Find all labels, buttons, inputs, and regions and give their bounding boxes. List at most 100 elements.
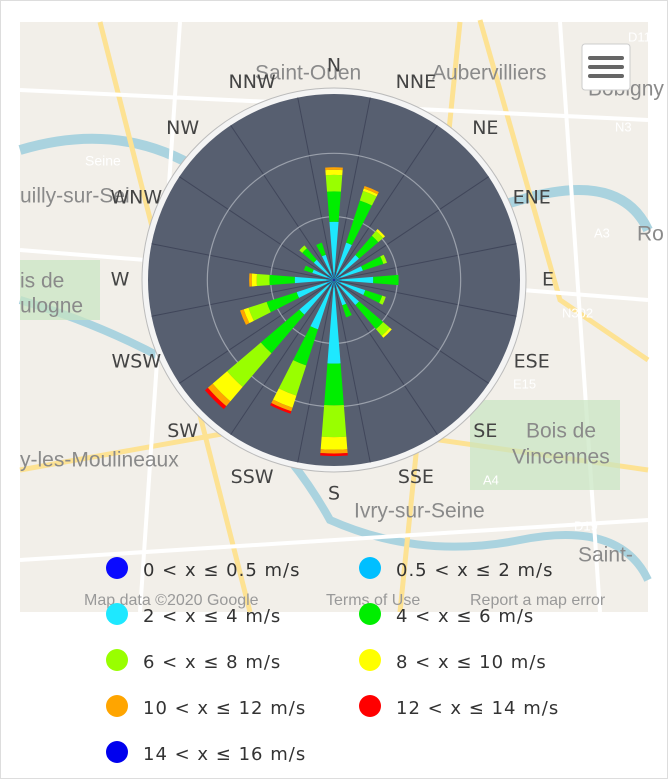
rose-segment — [266, 292, 300, 313]
rose-segment — [260, 309, 305, 354]
direction-label: S — [328, 483, 340, 505]
rose-segment — [302, 248, 317, 263]
legend-swatch[interactable] — [359, 695, 381, 717]
legend-label[interactable]: 14 < x ≤ 16 m/s — [143, 744, 306, 765]
spoke — [179, 279, 335, 384]
rose-segment — [240, 309, 250, 325]
rose-segment — [361, 256, 384, 271]
map-label: Vincennes — [512, 446, 610, 469]
rose-segment — [333, 278, 334, 280]
rose-segment — [334, 280, 336, 281]
menu-icon[interactable] — [588, 56, 624, 78]
rose-segment — [342, 303, 352, 318]
legend-label[interactable]: 6 < x ≤ 8 m/s — [143, 652, 281, 673]
rose-segment — [249, 273, 252, 287]
spoke — [333, 97, 371, 281]
rose-segment — [293, 326, 318, 366]
legend-label[interactable]: 10 < x ≤ 12 m/s — [143, 698, 306, 719]
rose-segment — [334, 280, 335, 282]
spoke — [333, 176, 489, 281]
map-label: is de — [20, 270, 64, 293]
rose-segment — [335, 279, 342, 281]
rose-segment — [207, 383, 231, 407]
rose-segment — [332, 280, 334, 281]
map-attribution[interactable]: Terms of Use — [326, 592, 420, 609]
legend-label[interactable]: 2 < x ≤ 4 m/s — [143, 606, 281, 627]
spoke — [333, 279, 489, 384]
rose-segment — [327, 287, 341, 364]
spoke — [333, 279, 517, 317]
spoke — [333, 243, 517, 281]
legend-swatch[interactable] — [106, 695, 128, 717]
rose-segment — [310, 286, 332, 330]
rose-segment — [327, 191, 341, 222]
rose-segment — [316, 242, 326, 257]
menu-button[interactable] — [581, 43, 631, 91]
rose-segment — [363, 186, 379, 195]
rose-segment — [334, 279, 335, 280]
rose-segment — [227, 342, 272, 387]
rose-segment — [333, 272, 335, 279]
spoke — [179, 176, 335, 281]
direction-label: WNW — [110, 187, 162, 209]
rose-segment — [270, 403, 292, 414]
rose-segment — [328, 274, 334, 280]
legend-swatch[interactable] — [359, 603, 381, 625]
legend-swatch[interactable] — [106, 649, 128, 671]
direction-label: W — [111, 269, 130, 291]
spoke — [297, 97, 335, 281]
rose-segment — [329, 221, 339, 273]
direction-label: WSW — [111, 350, 161, 372]
rose-segment — [330, 272, 334, 279]
direction-label: NNW — [228, 71, 275, 93]
legend-swatch[interactable] — [359, 557, 381, 579]
rose-segment — [334, 280, 335, 281]
legend-swatch[interactable] — [106, 603, 128, 625]
rose-segment — [325, 174, 343, 192]
map-label: N3 — [615, 119, 632, 134]
rose-segment — [271, 399, 293, 412]
rose-segment — [334, 274, 340, 280]
rose-segment — [325, 167, 343, 171]
rose-segment — [336, 242, 352, 274]
legend-swatch[interactable] — [106, 557, 128, 579]
rose-segment — [355, 235, 379, 259]
rose-segment — [273, 388, 297, 408]
map-label: A3 — [594, 225, 610, 240]
rose-segment — [338, 254, 360, 276]
direction-label: SW — [167, 420, 198, 442]
spoke — [151, 279, 335, 317]
legend-label[interactable]: 0.5 < x ≤ 2 m/s — [396, 560, 553, 581]
map-label: uilly-sur-Sei — [20, 185, 130, 208]
rose-segment — [335, 276, 342, 280]
legend-label[interactable]: 8 < x ≤ 10 m/s — [396, 652, 547, 673]
legend-label[interactable]: 0 < x ≤ 0.5 m/s — [143, 560, 300, 581]
rose-segment — [335, 280, 342, 284]
map-label: E15 — [513, 376, 536, 391]
rose-segment — [269, 274, 295, 286]
rose-segment — [341, 276, 374, 284]
rose-segment — [299, 284, 330, 315]
direction-label: N — [327, 55, 341, 77]
map-label: D115 — [628, 29, 658, 44]
direction-label: SE — [473, 420, 497, 442]
legend-swatch[interactable] — [106, 741, 128, 763]
rose-segment — [338, 284, 360, 306]
rose-segment — [379, 295, 386, 305]
legend-label[interactable]: 12 < x ≤ 14 m/s — [396, 698, 559, 719]
map-attribution[interactable]: Report a map error — [470, 592, 606, 609]
rose-segment — [336, 286, 347, 306]
map-label: A4 — [483, 472, 499, 487]
rose-segment — [340, 282, 366, 295]
legend-label[interactable]: 4 < x ≤ 6 m/s — [396, 606, 534, 627]
map-label: Ro — [637, 223, 664, 246]
rose-segment — [333, 280, 334, 282]
rose-segment — [324, 363, 344, 406]
rose-segment — [359, 190, 377, 206]
rose-segment — [320, 449, 348, 454]
direction-label: SSE — [398, 466, 434, 488]
legend-swatch[interactable] — [359, 649, 381, 671]
rose: N NNE NE ENE E ESE SE SSE S SSW SW WSW W WNW NW NNW — [110, 55, 554, 505]
rose-segment — [328, 280, 334, 286]
